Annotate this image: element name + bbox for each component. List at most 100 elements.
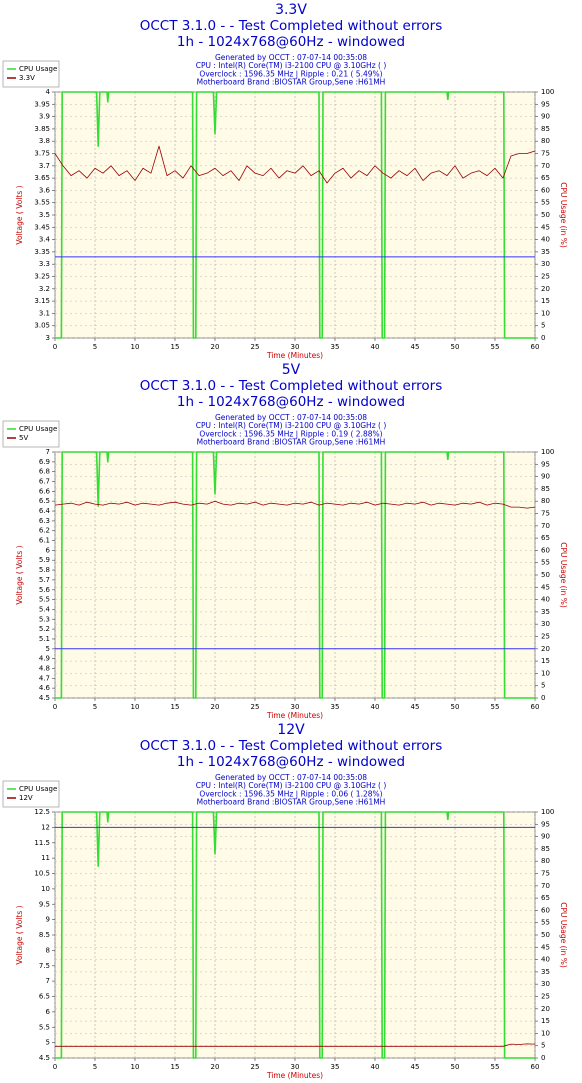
- y-tick-label: 6.5: [39, 497, 50, 505]
- x-tick-label: 30: [291, 1063, 300, 1071]
- chart-subtitle: 1h - 1024x768@60Hz - windowed: [177, 34, 405, 50]
- y2-tick-label: 70: [541, 882, 550, 890]
- x-tick-label: 55: [491, 343, 500, 351]
- y-tick-label: 4.8: [39, 664, 50, 672]
- y2-tick-label: 70: [541, 522, 550, 530]
- chart-subtitle: OCCT 3.1.0 - - Test Completed without er…: [140, 18, 443, 34]
- y2-tick-label: 65: [541, 174, 550, 182]
- x-axis-label: Time (Minutes): [266, 711, 323, 720]
- series-line: [55, 91, 535, 339]
- y2-tick-label: 0: [541, 1054, 545, 1062]
- y2-tick-label: 60: [541, 546, 550, 554]
- x-tick-label: 35: [331, 703, 340, 711]
- info-line: Generated by OCCT : 07-07-14 00:35:08: [215, 413, 367, 422]
- x-tick-label: 55: [491, 1063, 500, 1071]
- y2-tick-label: 100: [541, 808, 554, 816]
- y2-tick-label: 75: [541, 510, 550, 518]
- x-tick-label: 10: [131, 703, 140, 711]
- y-tick-label: 3.75: [34, 150, 50, 158]
- x-tick-label: 35: [331, 343, 340, 351]
- y2-axis-label: CPU Usage (in %): [559, 902, 568, 968]
- y-tick-label: 6.9: [39, 458, 50, 466]
- y-tick-label: 6.2: [39, 527, 50, 535]
- y2-tick-label: 55: [541, 919, 550, 927]
- y-tick-label: 8: [46, 946, 50, 954]
- x-tick-label: 45: [411, 343, 420, 351]
- y2-tick-label: 10: [541, 1029, 550, 1037]
- x-tick-label: 25: [251, 703, 260, 711]
- y-tick-label: 5.8: [39, 566, 50, 574]
- x-tick-label: 40: [371, 703, 380, 711]
- y2-tick-label: 45: [541, 223, 550, 231]
- info-line: Overclock : 1596.35 MHz | Ripple : 0.06 …: [199, 789, 382, 798]
- series-line: [55, 1043, 536, 1047]
- y2-axis-label: CPU Usage (in %): [559, 182, 568, 248]
- y-tick-label: 3.45: [34, 223, 50, 231]
- y2-tick-label: 25: [541, 633, 550, 641]
- y-tick-label: 4.9: [39, 655, 50, 663]
- legend-label: CPU Usage: [19, 785, 57, 793]
- x-tick-label: 60: [531, 1063, 540, 1071]
- y2-tick-label: 35: [541, 248, 550, 256]
- y-tick-label: 6.3: [39, 517, 50, 525]
- x-tick-label: 0: [53, 1063, 57, 1071]
- info-line: CPU : Intel(R) Core(TM) i3-2100 CPU @ 3.…: [196, 781, 387, 790]
- y-tick-label: 5.1: [39, 635, 50, 643]
- y2-tick-label: 25: [541, 993, 550, 1001]
- y-tick-label: 4.7: [39, 674, 50, 682]
- x-tick-label: 5: [93, 1063, 97, 1071]
- x-tick-label: 50: [451, 343, 460, 351]
- legend-label: 3.3V: [19, 74, 35, 82]
- y-tick-label: 3.85: [34, 125, 50, 133]
- y2-tick-label: 55: [541, 559, 550, 567]
- y2-tick-label: 75: [541, 870, 550, 878]
- y2-tick-label: 95: [541, 100, 550, 108]
- y2-tick-label: 70: [541, 162, 550, 170]
- y2-tick-label: 50: [541, 931, 550, 939]
- x-tick-label: 25: [251, 1063, 260, 1071]
- y-tick-label: 5.3: [39, 615, 50, 623]
- y-tick-label: 3.05: [34, 322, 50, 330]
- info-line: Overclock : 1596.35 MHz | Ripple : 0.21 …: [199, 69, 382, 78]
- x-tick-label: 20: [211, 343, 220, 351]
- y-tick-label: 5: [46, 1039, 50, 1047]
- x-tick-label: 50: [451, 1063, 460, 1071]
- y-tick-label: 10.5: [34, 870, 50, 878]
- x-tick-label: 0: [53, 343, 57, 351]
- x-tick-label: 30: [291, 343, 300, 351]
- x-tick-label: 15: [171, 1063, 180, 1071]
- y2-tick-label: 50: [541, 571, 550, 579]
- x-tick-label: 35: [331, 1063, 340, 1071]
- y-tick-label: 5: [46, 645, 50, 653]
- y-tick-label: 3.3: [39, 260, 50, 268]
- y2-tick-label: 45: [541, 583, 550, 591]
- y2-tick-label: 90: [541, 833, 550, 841]
- y-tick-label: 3.1: [39, 309, 50, 317]
- y2-tick-label: 10: [541, 309, 550, 317]
- legend-box: [2, 780, 60, 808]
- series-line: [55, 811, 535, 1059]
- x-tick-label: 10: [131, 1063, 140, 1071]
- y-tick-label: 6: [46, 546, 51, 554]
- x-tick-label: 5: [93, 343, 97, 351]
- info-line: Motherboard Brand :BIOSTAR Group,Sene :H…: [197, 78, 386, 87]
- y2-tick-label: 90: [541, 113, 550, 121]
- x-axis-label: Time (Minutes): [266, 1071, 323, 1080]
- chart-title: 12V: [277, 722, 305, 738]
- info-line: Overclock : 1596.35 MHz | Ripple : 0.19 …: [199, 429, 382, 438]
- x-tick-label: 40: [371, 1063, 380, 1071]
- y2-tick-label: 50: [541, 211, 550, 219]
- y-tick-label: 6.8: [39, 468, 50, 476]
- y-axis-label: Voltage ( Volts ): [15, 185, 24, 244]
- legend-box: [2, 420, 60, 448]
- series-line: [55, 451, 535, 699]
- y-tick-label: 5.5: [39, 596, 50, 604]
- y-tick-label: 3.6: [39, 186, 51, 194]
- chart-title: 3.3V: [275, 2, 307, 18]
- y2-tick-label: 35: [541, 608, 550, 616]
- y2-tick-label: 30: [541, 980, 550, 988]
- chart-subtitle: 1h - 1024x768@60Hz - windowed: [177, 754, 405, 770]
- y-tick-label: 11.5: [34, 839, 50, 847]
- y-tick-label: 3.65: [34, 174, 50, 182]
